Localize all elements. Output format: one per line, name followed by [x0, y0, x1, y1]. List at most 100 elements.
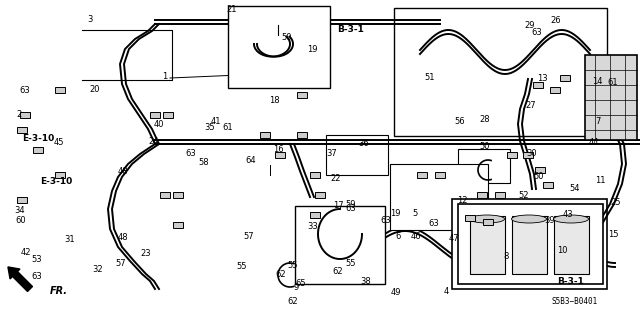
Bar	[507, 152, 517, 158]
Text: 27: 27	[526, 101, 536, 110]
Text: 28: 28	[480, 115, 490, 124]
Text: 23: 23	[141, 249, 151, 258]
Text: 2: 2	[17, 110, 22, 119]
Bar	[543, 182, 553, 188]
Bar	[523, 152, 533, 158]
Text: 50: 50	[282, 33, 292, 42]
Bar	[512, 216, 547, 274]
Text: E-3-10: E-3-10	[22, 134, 54, 143]
Text: 53: 53	[32, 256, 42, 264]
Text: S5B3−B0401: S5B3−B0401	[552, 296, 598, 306]
Text: 1: 1	[163, 72, 168, 81]
Bar	[585, 55, 637, 140]
Text: 63: 63	[429, 219, 439, 228]
Text: 57: 57	[115, 259, 125, 268]
Text: 48: 48	[118, 233, 128, 242]
Bar	[310, 212, 320, 218]
Text: 21: 21	[227, 5, 237, 14]
Text: 14: 14	[593, 77, 603, 86]
FancyArrow shape	[8, 267, 33, 292]
Text: 15: 15	[608, 230, 618, 239]
Text: 37: 37	[326, 149, 337, 158]
Bar	[291, 77, 301, 83]
Circle shape	[273, 20, 283, 30]
Bar	[260, 132, 270, 138]
Text: 49: 49	[390, 288, 401, 297]
Text: 17: 17	[333, 201, 343, 210]
Bar	[55, 87, 65, 93]
Text: 46: 46	[411, 232, 421, 241]
Text: 48: 48	[118, 167, 128, 176]
Text: 55: 55	[288, 261, 298, 270]
Text: 34: 34	[14, 206, 24, 215]
Text: B-3-1: B-3-1	[557, 277, 584, 286]
Text: 63: 63	[19, 86, 29, 95]
Bar	[390, 164, 488, 230]
Bar	[297, 92, 307, 98]
Bar	[533, 82, 543, 88]
Bar	[163, 112, 173, 118]
Text: 42: 42	[20, 248, 31, 256]
Text: 50: 50	[534, 172, 544, 181]
Text: 25: 25	[611, 198, 621, 207]
Text: 63: 63	[380, 216, 390, 225]
Bar	[394, 8, 607, 136]
Text: 41: 41	[211, 117, 221, 126]
Bar	[310, 172, 320, 178]
Bar	[160, 192, 170, 198]
Text: 43: 43	[563, 210, 573, 219]
Text: 32: 32	[92, 265, 102, 274]
Text: 10: 10	[557, 246, 567, 255]
Text: 61: 61	[222, 123, 232, 132]
Bar	[173, 192, 183, 198]
Text: 51: 51	[425, 73, 435, 82]
Text: 62: 62	[333, 267, 343, 276]
Bar	[295, 206, 385, 284]
Text: 3: 3	[87, 15, 92, 24]
Text: 47: 47	[449, 234, 460, 243]
Text: 64: 64	[246, 156, 256, 165]
Text: 63: 63	[32, 272, 42, 281]
Text: 18: 18	[269, 96, 279, 105]
Bar	[560, 75, 570, 81]
Text: 54: 54	[570, 184, 580, 193]
Bar	[465, 215, 475, 221]
Text: FR.: FR.	[50, 286, 68, 296]
Text: E-3-10: E-3-10	[40, 177, 72, 186]
Text: 31: 31	[64, 235, 74, 244]
Text: 24: 24	[148, 137, 159, 146]
Text: 39: 39	[544, 216, 554, 225]
Text: 7: 7	[595, 117, 600, 126]
Text: 50: 50	[480, 142, 490, 151]
Text: 62: 62	[288, 297, 298, 306]
Text: 55: 55	[237, 262, 247, 271]
Text: 35: 35	[205, 123, 215, 132]
Text: 52: 52	[518, 191, 529, 200]
Text: 65: 65	[296, 279, 306, 288]
Text: 63: 63	[346, 204, 356, 213]
Text: 26: 26	[550, 16, 561, 25]
Bar	[17, 127, 27, 133]
Text: 40: 40	[154, 120, 164, 129]
Text: 61: 61	[608, 78, 618, 87]
Text: 13: 13	[538, 74, 548, 83]
Text: 16: 16	[273, 145, 284, 154]
Text: 29: 29	[525, 21, 535, 30]
Text: 19: 19	[307, 45, 317, 54]
Bar	[326, 135, 388, 175]
Bar	[535, 167, 545, 173]
Bar	[483, 219, 493, 225]
Text: 63: 63	[186, 149, 196, 158]
Bar	[417, 172, 427, 178]
Bar	[435, 172, 445, 178]
Text: 11: 11	[595, 176, 605, 185]
Bar	[275, 152, 285, 158]
Text: 56: 56	[454, 117, 465, 126]
Bar	[297, 132, 307, 138]
Text: B-3-1: B-3-1	[337, 25, 364, 34]
Bar	[458, 149, 510, 183]
Bar	[477, 192, 487, 198]
Bar	[550, 87, 560, 93]
Bar	[20, 112, 30, 118]
Text: 63: 63	[531, 28, 541, 37]
